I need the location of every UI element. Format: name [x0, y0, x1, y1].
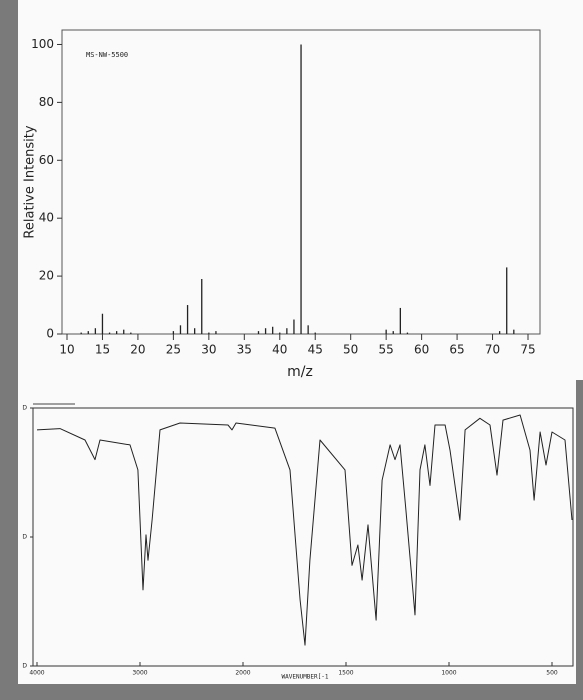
scan-edge [0, 0, 18, 700]
y-tick-label: 0 [46, 327, 54, 341]
x-tick-label: 55 [379, 343, 394, 357]
x-tick-label: 1000 [441, 670, 456, 677]
x-tick-label: 60 [414, 343, 429, 357]
x-tick-label: 75 [520, 343, 535, 357]
x-tick-label: 35 [237, 343, 252, 357]
x-tick-label: 40 [272, 343, 287, 357]
y-tick-label: 40 [39, 211, 54, 225]
x-tick-label: 10 [59, 343, 74, 357]
x-tick-label: 3000 [132, 670, 147, 677]
x-tick-label: 4000 [29, 670, 44, 677]
x-tick-label: 2000 [235, 670, 250, 677]
annotation: MS-NW-5500 [86, 51, 128, 59]
x-tick-label: 500 [546, 670, 558, 677]
scan-edge [0, 684, 583, 700]
x-tick-label: 70 [485, 343, 500, 357]
mass-spectrum: MS-NW-5500 m/z Relative Intensity 0 20 40 6… [23, 29, 541, 380]
y-tick-label: 100 [31, 37, 54, 51]
y-tick-label: D [22, 534, 27, 541]
x-tick-label: 25 [166, 343, 181, 357]
x-tick-label: 15 [95, 343, 110, 357]
x-tick-label: 1500 [338, 670, 353, 677]
x-tick-label: 45 [308, 343, 323, 357]
y-tick-label: 20 [39, 269, 54, 283]
x-tick-label: 20 [130, 343, 145, 357]
y-tick-label: 80 [39, 95, 54, 109]
y-tick-label: D [22, 405, 27, 412]
x-tick-label: 50 [343, 343, 358, 357]
scan-edge [576, 380, 583, 700]
x-tick-label: 65 [449, 343, 464, 357]
spectrum-trace [36, 414, 573, 646]
x-axis-label: WAVENUMBER[-1 [282, 674, 329, 681]
x-tick-label: 30 [201, 343, 216, 357]
y-axis-label: Relative Intensity [23, 125, 38, 238]
y-tick-label: 60 [39, 153, 54, 167]
x-axis-label: m/z [287, 364, 313, 380]
y-tick-label: D [22, 663, 27, 670]
